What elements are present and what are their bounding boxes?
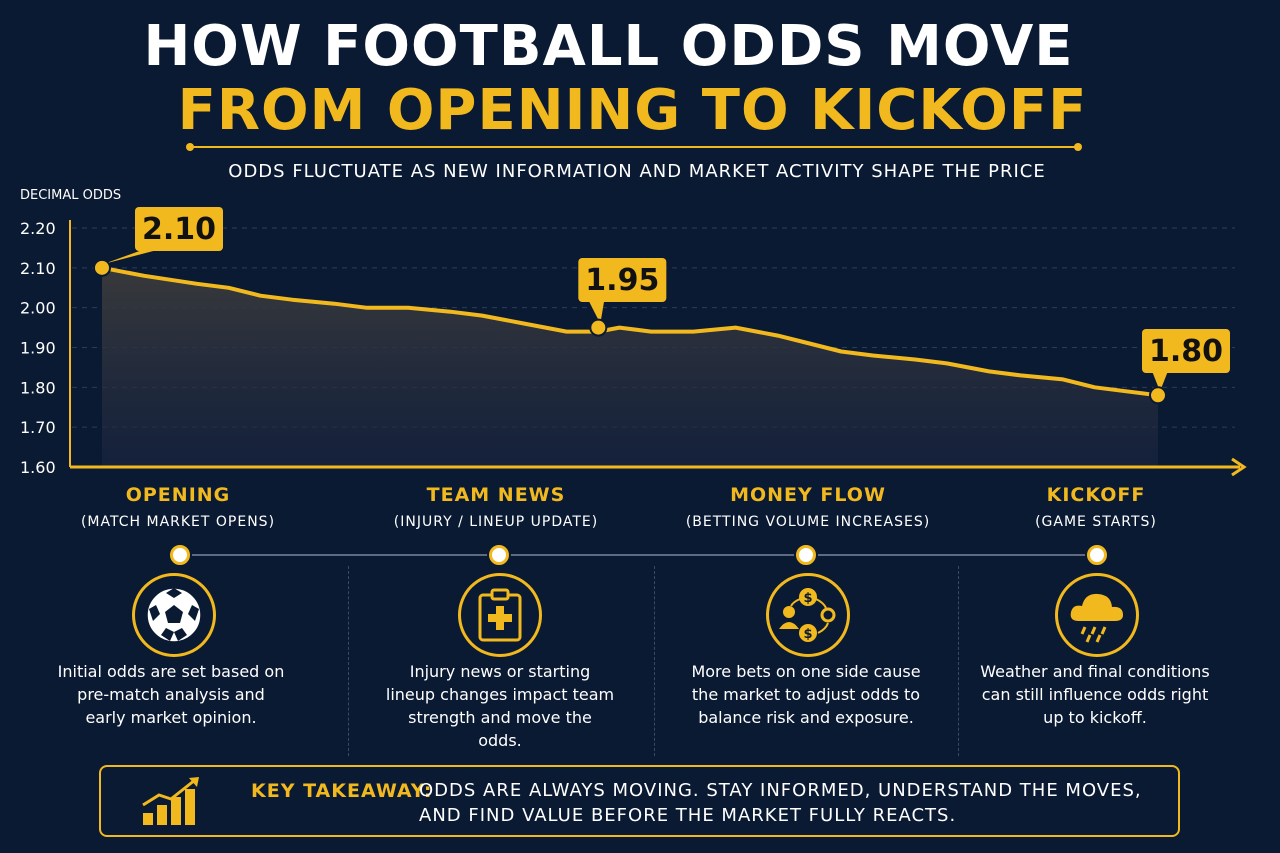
callout-value: 1.80 xyxy=(1149,334,1223,369)
callout-marker xyxy=(589,318,608,337)
callout-box xyxy=(1142,329,1230,373)
callout-1-80: 1.80 xyxy=(1142,329,1230,405)
takeaway-line-1: ODDS ARE ALWAYS MOVING. STAY INFORMED, U… xyxy=(419,780,1142,801)
callout-2-10: 2.10 xyxy=(93,207,223,277)
timeline-node-kickoff xyxy=(1087,545,1107,565)
stage-team-news: TEAM NEWS (INJURY / LINEUP UPDATE) xyxy=(346,484,646,530)
callout-box xyxy=(135,207,223,251)
callout-marker xyxy=(1149,386,1167,405)
growth-chart-icon xyxy=(142,777,199,825)
stage-description: Initial odds are set based on pre-match … xyxy=(57,662,285,727)
clipboard-medical-icon xyxy=(458,573,542,657)
key-takeaway-box: KEY TAKEAWAY: ODDS ARE ALWAYS MOVING. ST… xyxy=(99,765,1180,837)
stage-subtitle: (INJURY / LINEUP UPDATE) xyxy=(393,514,599,530)
stage-opening: OPENING (MATCH MARKET OPENS) xyxy=(28,484,328,530)
odds-chart: DECIMAL ODDS 2.20 2.10 2.00 1.90 1.80 1.70 1.60… xyxy=(20,188,1247,477)
y-tick-label: 2.10 xyxy=(20,259,56,278)
stage-description: Weather and final conditions can still i… xyxy=(980,662,1210,727)
stage-money-flow: MONEY FLOW (BETTING VOLUME INCREASES) xyxy=(658,484,958,530)
title-line-2: FROM OPENING TO KICKOFF xyxy=(177,78,1088,143)
timeline-node-opening xyxy=(170,545,190,565)
callout-value: 2.10 xyxy=(142,212,216,247)
rain-cloud-icon xyxy=(1055,573,1139,657)
y-tick-label: 1.70 xyxy=(20,418,56,437)
timeline-line xyxy=(178,554,1098,556)
stage-title: OPENING xyxy=(125,484,231,506)
column-divider xyxy=(958,566,959,756)
column-divider xyxy=(654,566,655,756)
title-divider xyxy=(186,143,1082,151)
timeline-node-team-news xyxy=(489,545,509,565)
soccer-ball-icon xyxy=(132,573,216,657)
stage-title: KICKOFF xyxy=(1046,484,1146,506)
callout-box xyxy=(578,258,667,302)
stage-subtitle: (MATCH MARKET OPENS) xyxy=(80,514,276,530)
y-tick-label: 1.90 xyxy=(20,339,56,358)
svg-text:$: $ xyxy=(803,591,812,606)
takeaway-line-2: AND FIND VALUE BEFORE THE MARKET FULLY R… xyxy=(419,805,957,826)
y-tick-label: 1.60 xyxy=(20,458,56,477)
svg-text:$: $ xyxy=(803,627,812,642)
y-tick-label: 1.80 xyxy=(20,378,56,397)
timeline-node-money-flow xyxy=(796,545,816,565)
stage-subtitle: (BETTING VOLUME INCREASES) xyxy=(685,514,931,530)
stage-subtitle: (GAME STARTS) xyxy=(1035,514,1157,530)
callout-value: 1.95 xyxy=(585,263,659,298)
stage-title: TEAM NEWS xyxy=(426,484,566,506)
callout-marker xyxy=(93,258,111,277)
y-axis-label: DECIMAL ODDS xyxy=(20,188,121,203)
callout-pointer xyxy=(1152,371,1168,392)
takeaway-label: KEY TAKEAWAY: xyxy=(251,780,433,802)
x-axis-arrow xyxy=(1231,457,1247,477)
title-line-1: HOW FOOTBALL ODDS MOVE xyxy=(143,14,1074,79)
subtitle: ODDS FLUCTUATE AS NEW INFORMATION AND MA… xyxy=(228,161,1046,182)
money-flow-icon: $ $ xyxy=(766,573,850,657)
area-fill xyxy=(102,267,1158,467)
column-divider xyxy=(348,566,349,756)
stage-description: Injury news or starting lineup changes i… xyxy=(385,662,615,750)
y-tick-label: 2.00 xyxy=(20,299,56,318)
stage-kickoff: KICKOFF (GAME STARTS) xyxy=(946,484,1246,530)
callout-pointer xyxy=(104,249,161,264)
callout-pointer xyxy=(588,300,605,324)
y-tick-label: 2.20 xyxy=(20,219,56,238)
callout-1-95: 1.95 xyxy=(578,258,667,337)
stage-description: More bets on one side cause the market t… xyxy=(691,662,921,727)
odds-line xyxy=(101,265,1159,398)
stage-title: MONEY FLOW xyxy=(730,484,886,506)
